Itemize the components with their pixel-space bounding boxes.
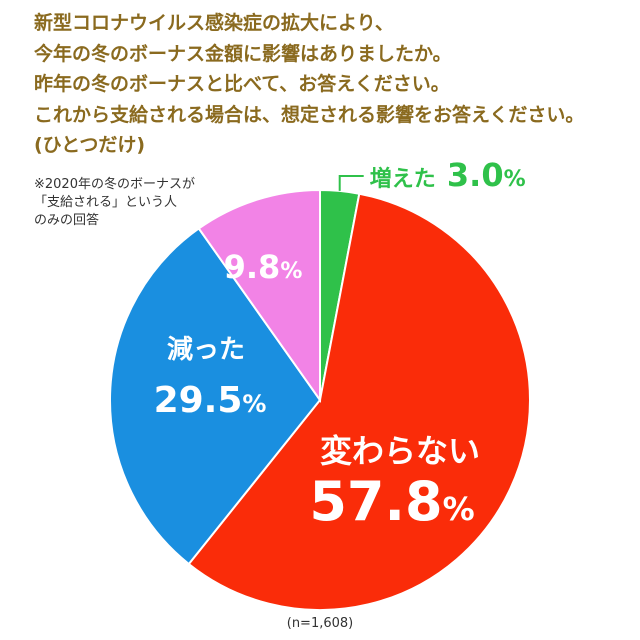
note-line-3: のみの回答 [34,213,100,228]
sample-size: (n=1,608) [286,616,354,631]
question-line-4: これから支給される場合は、想定される影響をお答えください。 [34,103,585,126]
slice-3-value: 29.5% [154,380,267,421]
slice-4-value: 9.8% [224,248,303,286]
note-line-1: ※2020年の冬のボーナスが [34,177,195,192]
question-line-3: 昨年の冬のボーナスと比べて、お答えください。 [34,73,450,95]
note-line-2: 「支給される」という人 [34,195,178,210]
slice-1-label: 増えた 3.0% [370,156,526,194]
question-line-5: (ひとつだけ) [34,134,146,156]
leader-line-1 [338,175,364,191]
slice-3-name: 減った [167,335,245,365]
pie-slice-2 [187,192,531,611]
pie-slices [108,188,531,611]
pie-slice-3 [108,227,322,566]
question-line-1: 新型コロナウイルス感染症の拡大により、 [34,12,394,34]
slice-2-name: 変わらない [320,432,480,470]
pie-slice-4 [197,188,321,404]
slice-2-value: 57.8% [309,470,474,533]
question-line-2: 今年の冬のボーナス金額に影響はありましたか。 [34,42,452,65]
respondent-note: ※2020年の冬のボーナスが 「支給される」という人 のみの回答 [34,176,264,230]
survey-question: 新型コロナウイルス感染症の拡大により、 今年の冬のボーナス金額に影響はありました… [34,8,634,161]
